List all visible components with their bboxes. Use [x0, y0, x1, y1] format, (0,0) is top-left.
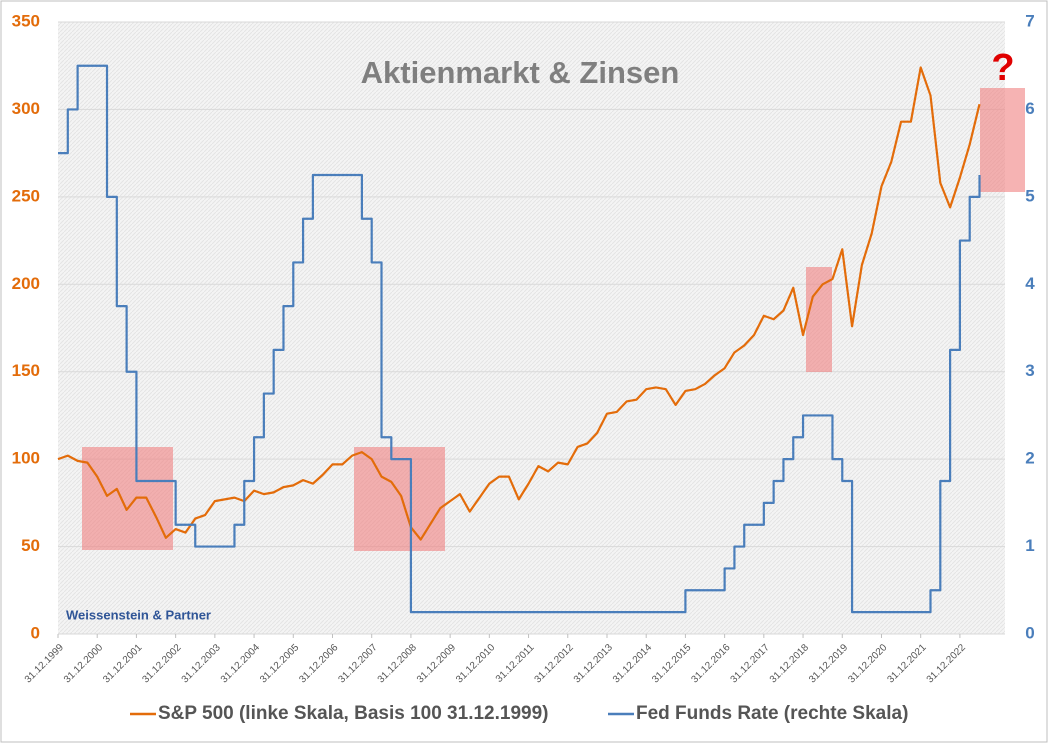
plot-area: [58, 22, 1005, 634]
chart-title: Aktienmarkt & Zinsen: [361, 55, 680, 90]
y-tick-label: 250: [12, 186, 40, 205]
y2-tick-label: 1: [1025, 536, 1034, 555]
y-tick-label: 0: [31, 623, 40, 642]
y-tick-label: 200: [12, 274, 40, 293]
legend-label: S&P 500 (linke Skala, Basis 100 31.12.19…: [158, 703, 548, 724]
highlight-box: [806, 267, 832, 372]
y-tick-label: 350: [12, 11, 40, 30]
y-tick-label: 150: [12, 361, 40, 380]
highlight-box: [354, 447, 445, 551]
y-tick-label: 50: [21, 536, 40, 555]
y2-tick-label: 4: [1025, 274, 1035, 293]
question-mark: ?: [991, 47, 1014, 89]
highlight-box: [82, 447, 173, 550]
series-line: [57, 66, 981, 541]
series-line: [58, 64, 981, 614]
y-tick-label: 100: [12, 449, 40, 468]
highlight-box: [980, 88, 1025, 192]
y2-tick-label: 2: [1025, 449, 1034, 468]
y2-tick-label: 6: [1025, 99, 1034, 118]
source-note: Weissenstein & Partner: [66, 607, 211, 622]
y2-tick-label: 3: [1025, 361, 1034, 380]
legend-label: Fed Funds Rate (rechte Skala): [636, 703, 908, 724]
y2-tick-label: 7: [1025, 11, 1034, 30]
y2-tick-label: 5: [1025, 186, 1034, 205]
y2-tick-label: 0: [1025, 623, 1034, 642]
y-tick-label: 300: [12, 99, 40, 118]
